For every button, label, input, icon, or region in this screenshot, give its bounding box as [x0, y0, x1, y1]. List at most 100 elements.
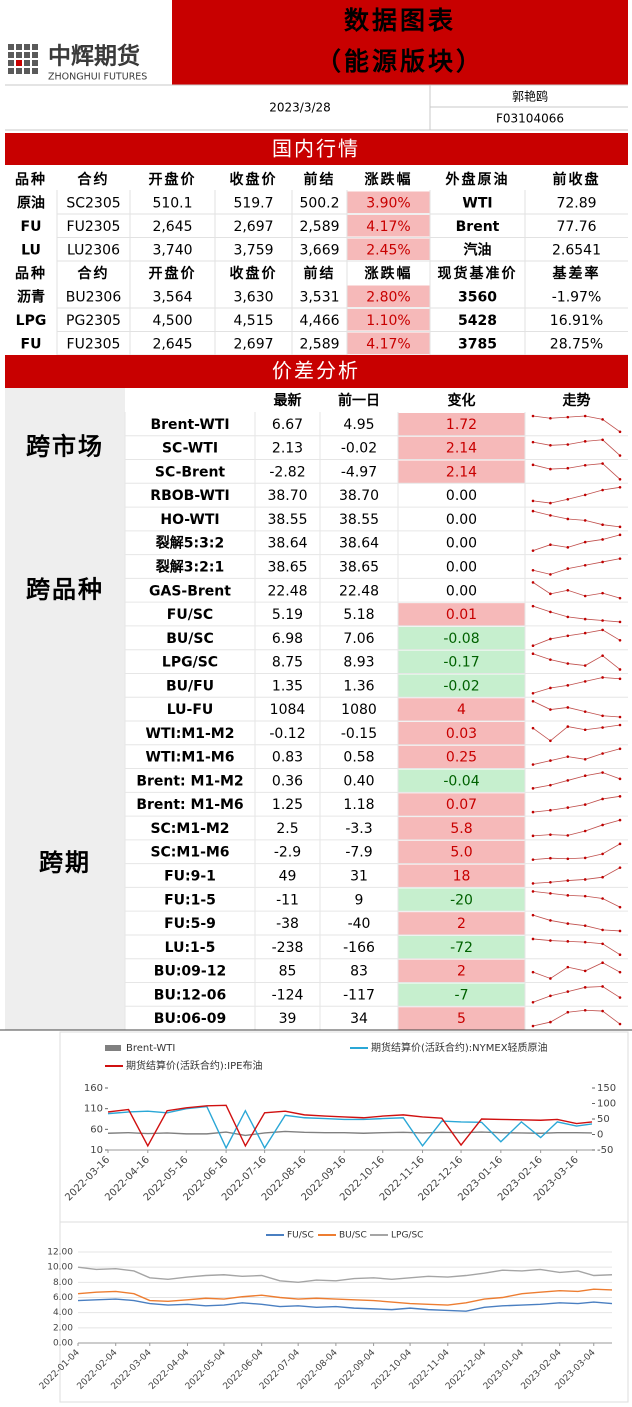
- trend-line: [532, 795, 621, 813]
- logo-block: [8, 44, 14, 50]
- trend-line: [532, 772, 621, 789]
- y-tick-label: 12.00: [47, 1248, 73, 1258]
- trend-point: [618, 430, 622, 434]
- column-header: 外盘原油: [446, 171, 510, 188]
- change-cell: [398, 864, 525, 888]
- trend-point: [549, 994, 552, 998]
- change-value: 0.00: [446, 536, 477, 552]
- latest-value: -124: [272, 987, 304, 1003]
- change-cell: [398, 745, 525, 769]
- trend-point: [531, 568, 535, 572]
- table-cell: 沥青: [17, 288, 45, 305]
- table-cell: 2,589: [299, 336, 339, 352]
- change-cell: [398, 674, 525, 698]
- previous-value: 38.70: [339, 488, 379, 504]
- y-tick-label: 8.00: [53, 1278, 73, 1288]
- table-cell: LU: [21, 242, 41, 258]
- change-cell: [398, 959, 525, 983]
- trend-point: [549, 610, 552, 614]
- table-cell: BU2306: [66, 289, 122, 305]
- trend-point: [566, 546, 570, 549]
- latest-value: -0.12: [269, 726, 305, 742]
- change-value: 0.00: [446, 560, 477, 576]
- table-cell: 519.7: [233, 195, 273, 211]
- previous-value: 1080: [341, 702, 377, 718]
- latest-value: -238: [272, 940, 304, 956]
- table-cell: 3,531: [299, 289, 339, 305]
- y2-tick-label: 50: [597, 1114, 610, 1125]
- latest-value: 2.13: [272, 441, 303, 457]
- trend-point: [531, 913, 535, 917]
- trend-point: [601, 897, 604, 900]
- column-header: 涨跌幅: [365, 171, 413, 188]
- change-cell: [398, 650, 525, 674]
- trend-point: [549, 514, 552, 517]
- trend-point: [549, 573, 552, 576]
- table-cell: Brent: [456, 219, 500, 235]
- trend-point: [601, 619, 604, 622]
- series-line: [77, 1266, 613, 1284]
- trend-point: [531, 581, 535, 584]
- title-banner: [172, 0, 628, 85]
- trend-line: [532, 748, 621, 765]
- change-cell: [347, 238, 430, 260]
- series-line: [77, 1298, 613, 1312]
- trend-point: [601, 875, 604, 879]
- trend-point: [601, 591, 604, 595]
- y-tick-label: 6.00: [53, 1293, 73, 1303]
- latest-value: 49: [279, 869, 297, 885]
- trend-point: [583, 519, 587, 522]
- previous-value: 83: [350, 964, 368, 980]
- previous-value: -0.02: [341, 441, 377, 457]
- series-line: [107, 1105, 593, 1150]
- logo-block: [8, 52, 14, 58]
- change-value: 4: [457, 702, 466, 718]
- logo-block: [32, 60, 38, 66]
- report-date: 2023/3/28: [269, 101, 331, 115]
- trend-point: [583, 463, 587, 467]
- spread-name: Brent: M1-M2: [136, 773, 243, 789]
- spread-name: GAS-Brent: [149, 583, 231, 599]
- section-title: 价差分析: [272, 359, 360, 383]
- trend-line: [532, 1009, 621, 1027]
- trend-point: [601, 752, 604, 755]
- logo-block: [8, 68, 14, 74]
- previous-value: 8.93: [343, 655, 374, 671]
- change-cell: [398, 793, 525, 817]
- trend-point: [601, 985, 604, 988]
- trend-line: [532, 986, 621, 1003]
- section-banner: [5, 133, 628, 165]
- column-header: 前结: [304, 171, 336, 188]
- column-header: 收盘价: [230, 171, 278, 188]
- trend-point: [618, 715, 622, 719]
- logo-block: [24, 60, 30, 66]
- change-cell: [398, 413, 525, 436]
- logo-text: 中辉期货: [48, 43, 140, 70]
- trend-point: [549, 501, 552, 505]
- change-value: 18: [453, 869, 471, 885]
- change-cell: [398, 983, 525, 1007]
- y-tick-label: 0.00: [53, 1339, 73, 1349]
- previous-value: 38.55: [339, 512, 379, 528]
- spread-name: SC:M1-M6: [150, 845, 229, 861]
- latest-value: 38.70: [267, 488, 307, 504]
- change-cell: [398, 626, 525, 650]
- table-cell: FU2305: [67, 336, 121, 352]
- legend-label: LPG/SC: [391, 1231, 423, 1241]
- trend-point: [549, 739, 552, 743]
- legend-label: Brent-WTI: [126, 1043, 175, 1054]
- series-line: [107, 1104, 593, 1148]
- section-banner: [5, 355, 628, 388]
- trend-point: [549, 592, 552, 596]
- spread-name: FU:1-5: [164, 892, 216, 908]
- previous-value: -117: [343, 987, 375, 1003]
- trend-point: [566, 990, 570, 993]
- table-cell: 3785: [458, 336, 497, 352]
- latest-value: 1.25: [272, 797, 303, 813]
- table-cell: 28.75%: [550, 336, 603, 352]
- trend-point: [566, 755, 570, 758]
- change-cell: [398, 912, 525, 935]
- trend-point: [549, 856, 552, 860]
- table-cell: PG2305: [66, 313, 121, 329]
- trend-point: [549, 783, 552, 787]
